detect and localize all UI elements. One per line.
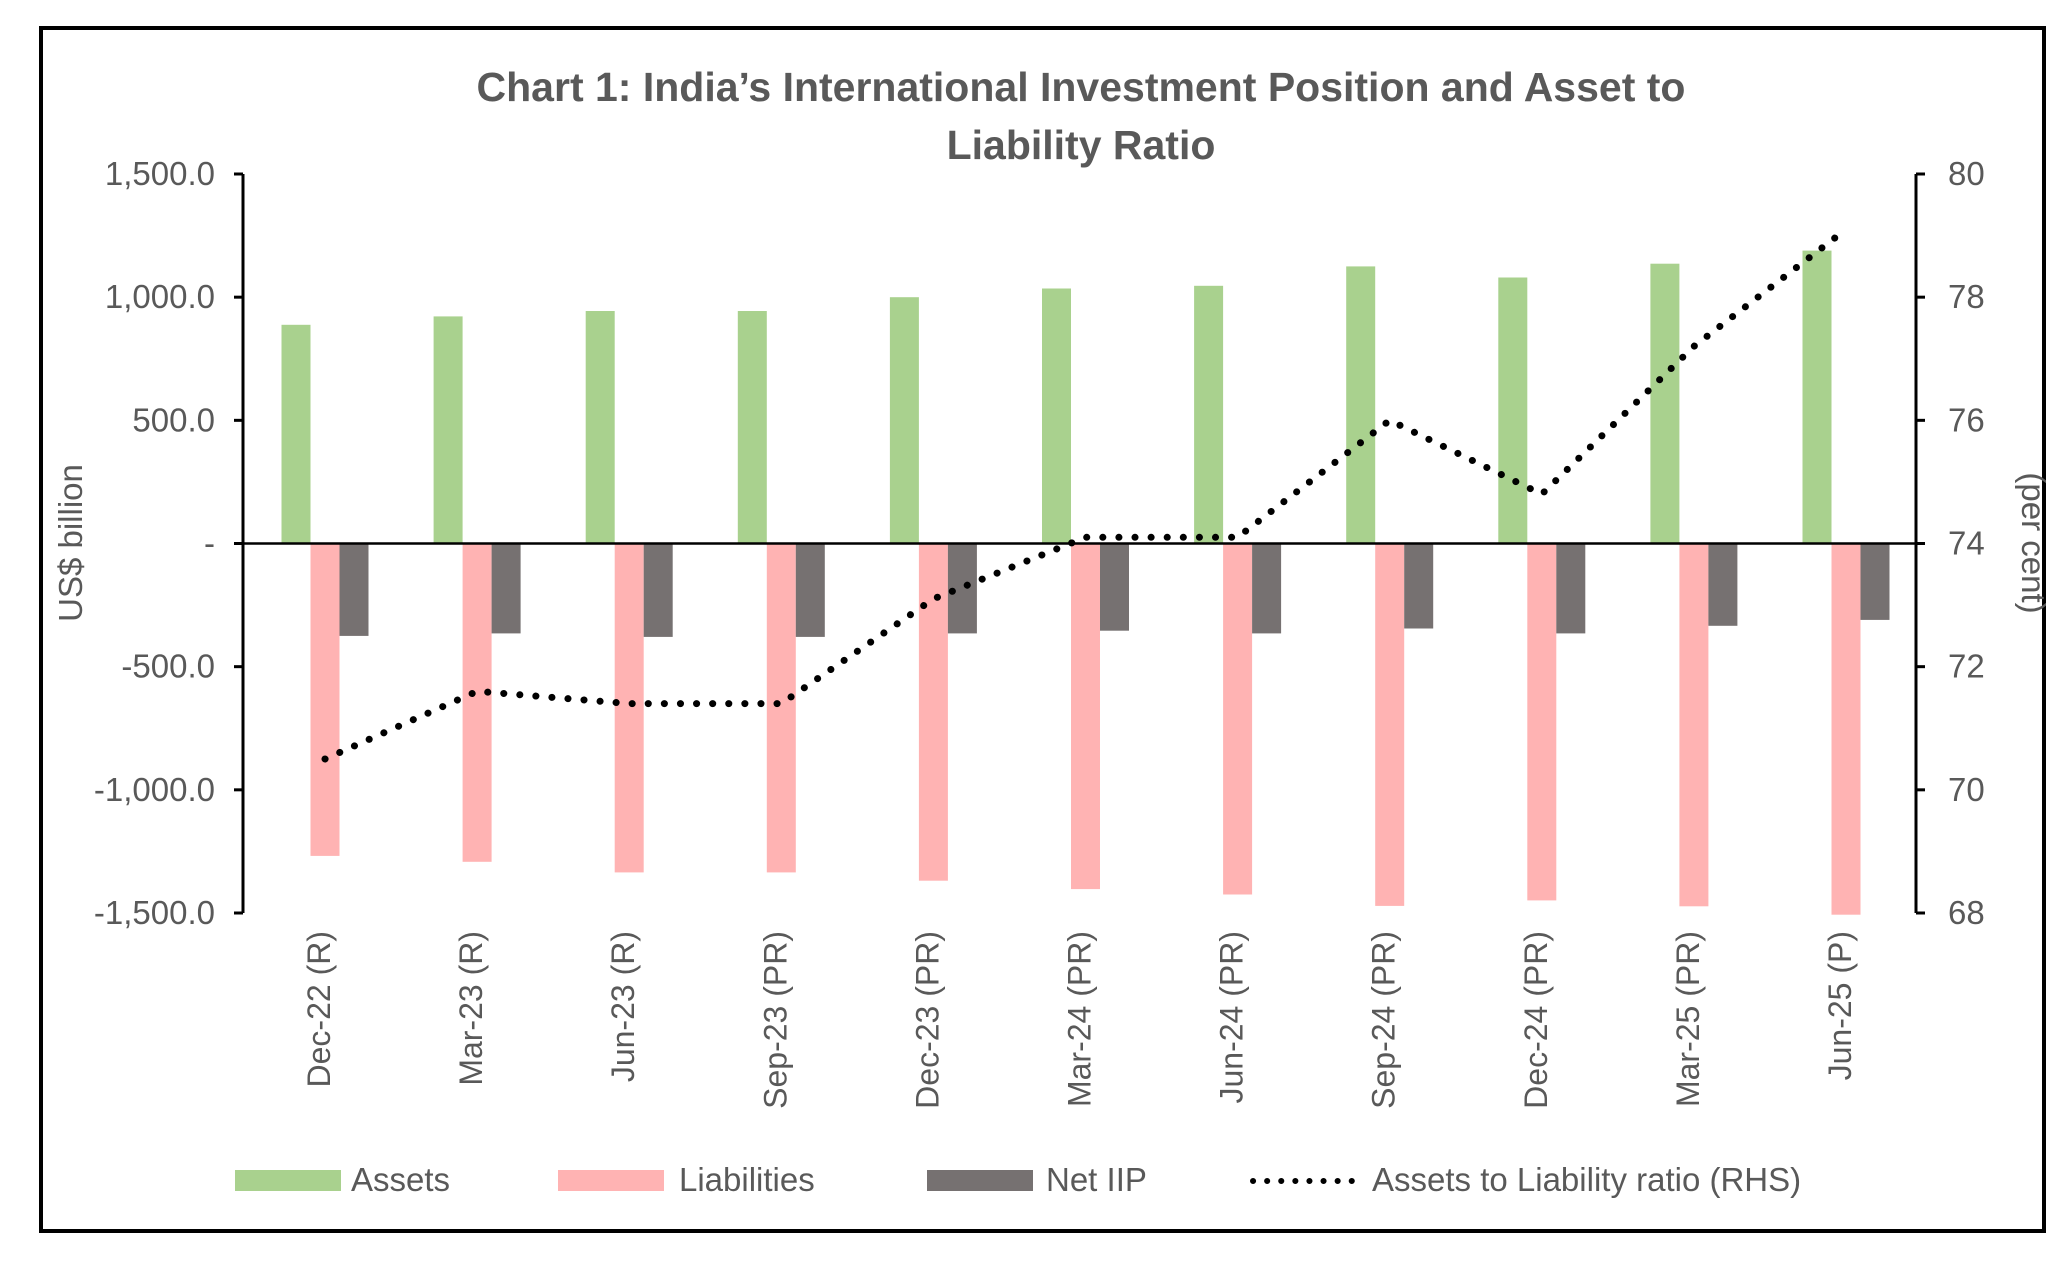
chart-border [39,26,2046,1233]
y-tick-label-left: -1,000.0 [94,771,215,808]
legend-label-net-iip: Net IIP [1046,1161,1147,1198]
bar-assets [433,316,463,544]
bar-assets [1650,263,1680,544]
bar-net-iip [491,543,521,634]
bar-net-iip [1708,543,1738,626]
legend-label-assets: Assets [351,1161,450,1198]
bar-liabilities [310,543,340,856]
ratio-line-layer [321,225,1850,763]
bar-liabilities [1831,543,1861,915]
y-tick-label-left: -1,500.0 [94,894,215,931]
y-tick-label-left: -500.0 [121,648,215,685]
bar-liabilities [1223,543,1253,895]
bar-net-iip [795,543,825,637]
bars-layer [281,250,1890,915]
bar-assets [889,297,919,544]
x-category-label: Sep-23 (PR) [757,931,793,1109]
bar-liabilities [766,543,796,873]
tick-labels-layer: 1,500.0 1,000.0 500.0 - -500.0 -1,000.0 -1,500… [94,155,1985,931]
chart-title-line-1: Chart 1: India’s International Investmen… [477,64,1686,110]
category-labels-layer: Dec-22 (R) Mar-23 (R) Jun-23 (R) Sep-23 (PR… [301,931,1858,1109]
y-axis-title-right: (per cent) [2015,472,2052,613]
legend-swatch-assets [235,1170,341,1191]
bar-net-iip [1556,543,1586,634]
bar-net-iip [1100,543,1129,631]
legend: Assets Liabilities Net IIP Assets to Lia… [235,1161,1801,1198]
bar-assets [737,311,767,544]
y-axis-title-left: US$ billion [52,464,89,622]
legend-swatch-net-iip [927,1170,1033,1191]
bar-assets [1194,285,1224,544]
legend-label-ratio: Assets to Liability ratio (RHS) [1372,1161,1801,1198]
y-tick-label-right: 72 [1948,648,1985,685]
y-tick-label-right: 80 [1948,155,1985,192]
y-tick-label-left: 500.0 [132,401,215,438]
y-tick-label-right: 78 [1948,278,1985,315]
y-tick-label-left: - [204,525,215,562]
y-tick-label-right: 74 [1948,525,1985,562]
x-category-label: Dec-24 (PR) [1518,931,1554,1109]
bar-net-iip [1252,543,1282,634]
x-category-label: Jun-24 (PR) [1214,931,1250,1104]
bar-liabilities [462,543,492,862]
bar-assets [281,324,311,544]
legend-swatch-liabilities [558,1170,664,1191]
x-category-label: Dec-22 (R) [301,931,337,1087]
x-category-label: Jun-25 (P) [1822,931,1858,1080]
bar-net-iip [643,543,673,637]
bar-assets [585,311,615,544]
x-category-label: Mar-23 (R) [453,931,489,1086]
y-tick-label-right: 68 [1948,894,1985,931]
bar-liabilities [1071,543,1100,890]
bar-assets [1346,266,1376,544]
y-tick-label-right: 70 [1948,771,1985,808]
bar-assets [1042,288,1071,544]
bar-liabilities [918,543,948,881]
bar-assets [1802,250,1832,544]
ratio-line [321,225,1850,763]
x-category-label: Jun-23 (R) [605,931,641,1082]
legend-label-liabilities: Liabilities [679,1161,815,1198]
bar-assets [1498,277,1528,544]
bar-net-iip [1404,543,1434,629]
axes-layer [234,172,1925,915]
x-category-label: Mar-24 (PR) [1062,931,1098,1107]
bar-net-iip [1860,543,1890,620]
bar-net-iip [339,543,369,636]
bar-liabilities [614,543,644,873]
bar-liabilities [1679,543,1709,907]
y-tick-label-left: 1,000.0 [105,278,215,315]
y-tick-label-right: 76 [1948,401,1985,438]
x-category-label: Dec-23 (PR) [909,931,945,1109]
y-tick-label-left: 1,500.0 [105,155,215,192]
x-category-label: Mar-25 (PR) [1670,931,1706,1107]
x-category-label: Sep-24 (PR) [1366,931,1402,1109]
bar-liabilities [1527,543,1557,901]
bar-liabilities [1375,543,1405,906]
chart-title-line-2: Liability Ratio [947,122,1216,168]
